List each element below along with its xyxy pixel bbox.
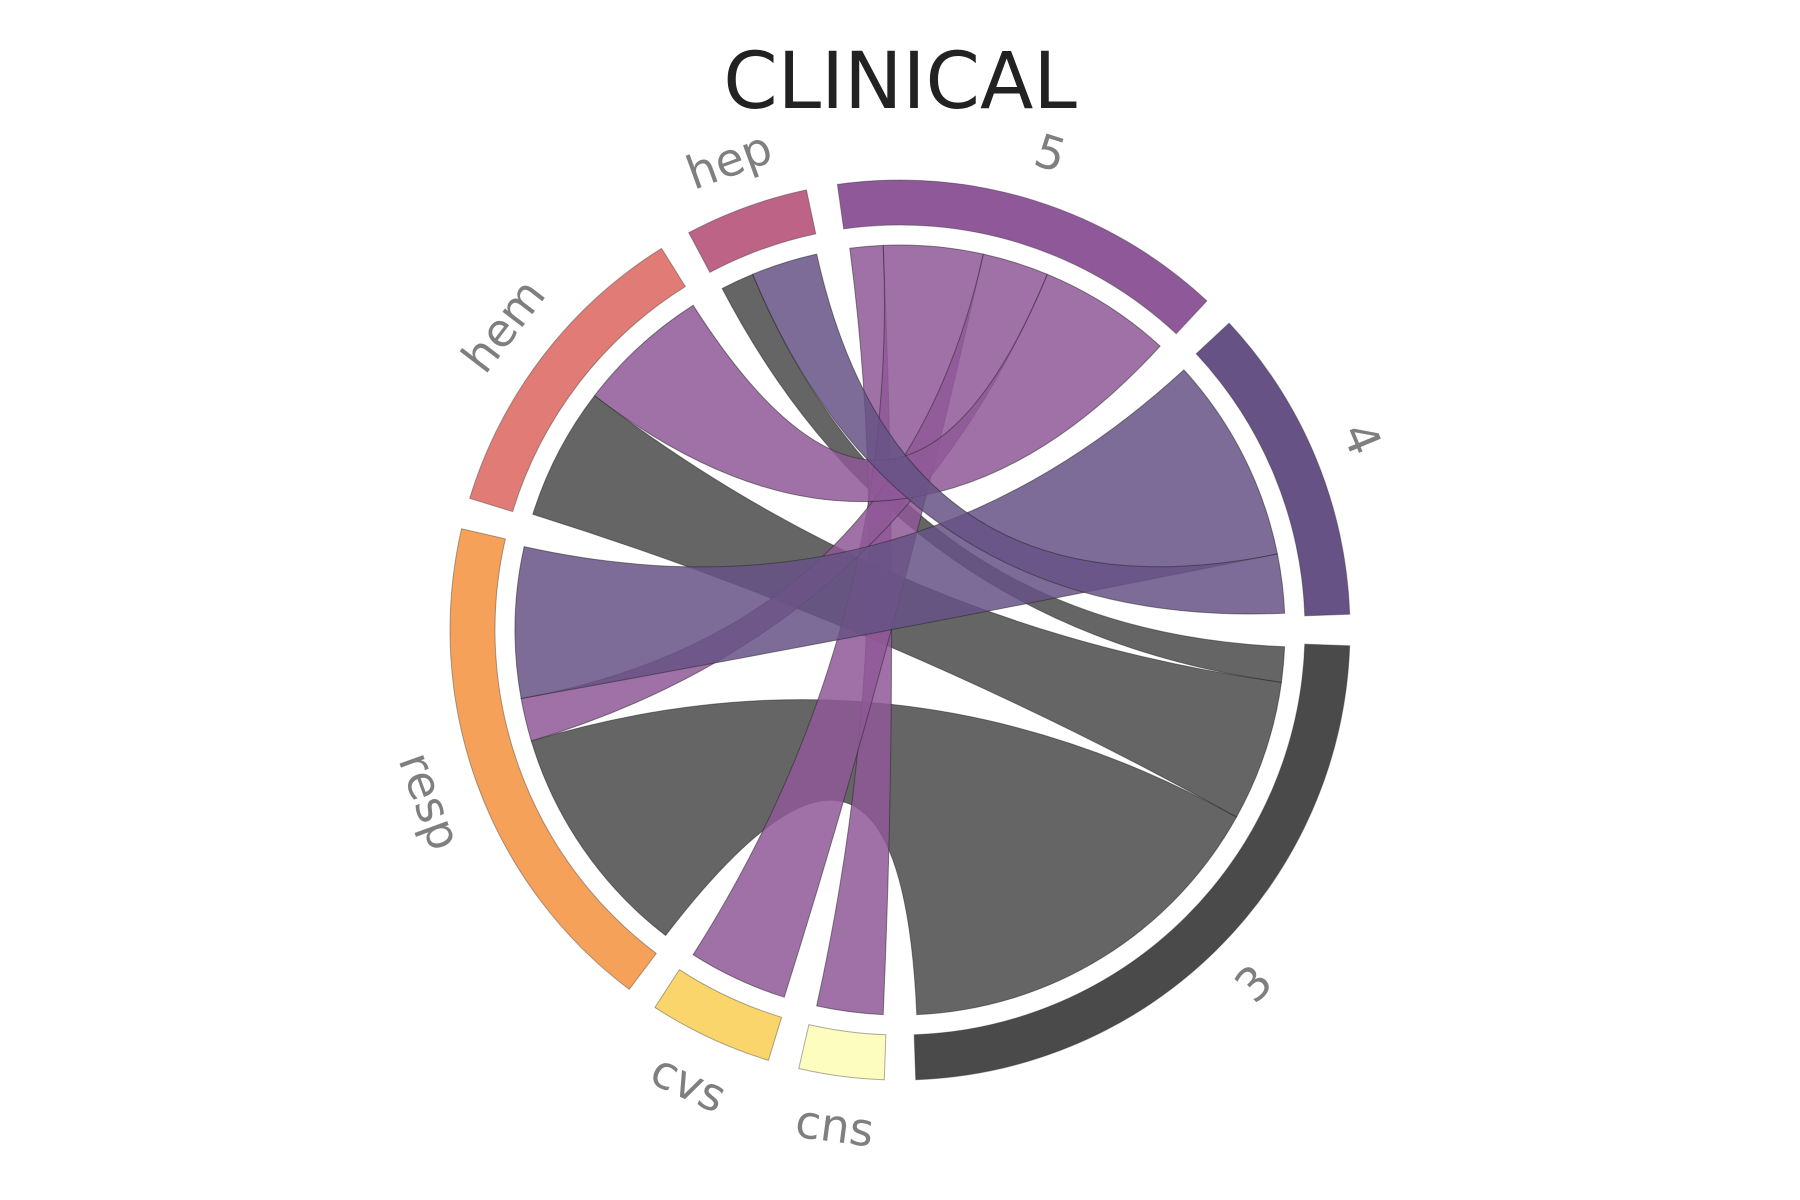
group-arc-4 bbox=[1195, 322, 1351, 617]
ribbons-layer bbox=[514, 244, 1286, 1016]
group-label-5: 5 bbox=[1028, 123, 1072, 183]
group-label-resp: resp bbox=[388, 745, 473, 857]
group-arcs-layer bbox=[449, 179, 1351, 1081]
group-arc-3 bbox=[913, 643, 1351, 1081]
group-arc-cns bbox=[798, 1024, 887, 1081]
group-arc-resp bbox=[449, 528, 657, 991]
ribbon-4-hep bbox=[752, 253, 1286, 615]
group-arc-5 bbox=[836, 179, 1208, 335]
group-arc-hep bbox=[688, 189, 817, 274]
group-label-hep: hep bbox=[679, 120, 779, 200]
group-arc-cvs bbox=[654, 968, 783, 1061]
group-label-cvs: cvs bbox=[643, 1043, 735, 1124]
group-label-cns: cns bbox=[792, 1094, 877, 1158]
chart-title: CLINICAL bbox=[723, 37, 1077, 127]
group-arc-hem bbox=[469, 247, 687, 513]
group-label-3: 3 bbox=[1224, 954, 1283, 1013]
group-label-4: 4 bbox=[1331, 415, 1392, 463]
